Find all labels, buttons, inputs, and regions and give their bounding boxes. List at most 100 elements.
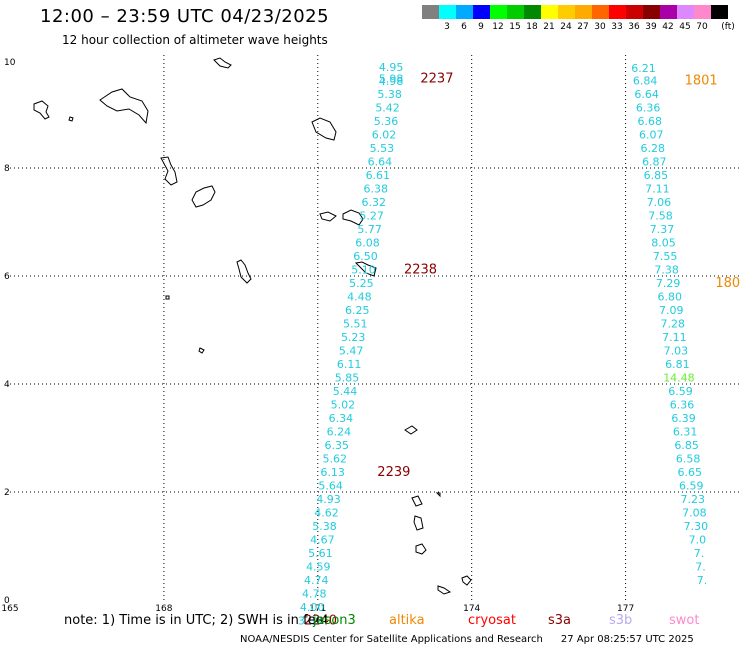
- wave-height-value: 6.32: [361, 196, 386, 209]
- wave-height-value: 3.89: [298, 614, 323, 627]
- wave-height-value: 6.25: [345, 304, 370, 317]
- legend-swatch: [592, 5, 609, 19]
- pass-time-label: 2239: [377, 465, 410, 480]
- satellite-label: swot: [669, 613, 700, 628]
- wave-height-value: 6.28: [641, 142, 666, 155]
- wave-height-value: 5.53: [370, 142, 395, 155]
- wave-height-value: 5.98: [379, 73, 404, 86]
- island-outline: [461, 575, 472, 586]
- wave-height-value: 7.11: [662, 331, 687, 344]
- wave-height-value: 7.0: [689, 533, 707, 546]
- wave-height-value: 5.38: [312, 520, 337, 533]
- wave-height-value: 6.81: [665, 358, 690, 371]
- pass-time-label: 1801: [685, 73, 718, 88]
- wave-height-value: 6.84: [633, 74, 658, 87]
- legend-swatch: [439, 5, 456, 19]
- island-outline: [437, 585, 452, 595]
- wave-height-value: 4.78: [302, 587, 327, 600]
- satellite-label: s3b: [609, 613, 633, 628]
- wave-height-value: 7.37: [650, 223, 675, 236]
- legend-unit: (ft): [721, 22, 735, 32]
- wave-height-value: 7.11: [645, 182, 670, 195]
- legend-label: 21: [543, 22, 555, 32]
- wave-height-value: 4.93: [316, 493, 341, 506]
- wave-height-value: 6.36: [670, 398, 695, 411]
- wave-height-value: 6.34: [329, 412, 354, 425]
- wave-height-value: 6.87: [642, 155, 667, 168]
- wave-height-value: 7.: [697, 574, 708, 587]
- wave-height-value: 5.61: [308, 547, 333, 560]
- legend-swatch: [490, 5, 507, 19]
- wave-height-value: 6.08: [355, 236, 380, 249]
- wave-height-value: 7.30: [684, 520, 709, 533]
- island-outline: [99, 88, 149, 125]
- pass-time-labels: 2237 2238 2239 2240 1801 1800: [304, 72, 740, 629]
- wave-height-value: 6.13: [320, 466, 345, 479]
- wave-height-value: 4.59: [306, 560, 331, 573]
- wave-height-value: 4.62: [314, 506, 339, 519]
- wave-height-value: 7.06: [647, 196, 672, 209]
- legend-label: 39: [645, 22, 657, 32]
- legend-swatch: [660, 5, 677, 19]
- wave-height-value: 6.64: [634, 88, 659, 101]
- credit-line: NOAA/NESDIS Center for Satellite Applica…: [240, 634, 694, 645]
- footer-note: note: 1) Time is in UTC; 2) SWH is in fe…: [64, 613, 329, 628]
- wave-height-value: 6.38: [364, 182, 389, 195]
- wave-height-value: 6.61: [366, 169, 391, 182]
- y-tick-label: 0: [4, 596, 10, 606]
- wave-height-value: 4.67: [310, 533, 335, 546]
- wave-height-value: 6.07: [639, 128, 664, 141]
- wave-height-value: 5.64: [318, 479, 343, 492]
- wave-height-value: 4.74: [304, 574, 329, 587]
- chart-subtitle: 12 hour collection of altimeter wave hei…: [62, 33, 328, 47]
- x-tick-label: 168: [155, 604, 172, 614]
- island-outline: [311, 117, 337, 141]
- wave-height-value: 6.65: [677, 466, 702, 479]
- legend-swatch: [694, 5, 711, 19]
- legend-label: 27: [577, 22, 589, 32]
- legend-label: 30: [594, 22, 606, 32]
- satellite-label: altika: [389, 613, 425, 628]
- legend-swatch: [558, 5, 575, 19]
- legend-label: 70: [696, 22, 708, 32]
- wave-height-value: 7.03: [664, 344, 689, 357]
- island-outline: [33, 100, 50, 120]
- wave-height-value: 6.24: [327, 425, 352, 438]
- wave-height-value: 6.59: [679, 479, 704, 492]
- island-outline: [435, 492, 441, 498]
- wave-height-value: 5.51: [343, 317, 368, 330]
- wave-height-value: 7.: [695, 560, 706, 573]
- wave-height-value: 6.68: [637, 115, 662, 128]
- legend-label: 24: [560, 22, 572, 32]
- legend-label: 42: [662, 22, 674, 32]
- island-outline: [213, 57, 232, 69]
- wave-height-value: 7.28: [661, 317, 686, 330]
- wave-height-value: 5.23: [341, 331, 366, 344]
- wave-height-value: 6.59: [668, 385, 693, 398]
- x-tick-label: 174: [463, 604, 480, 614]
- satellite-label: jason3: [313, 613, 356, 628]
- island-outline: [415, 543, 427, 555]
- legend-swatch: [422, 5, 439, 19]
- wave-height-value: 6.64: [368, 155, 393, 168]
- x-tick-label: 165: [1, 604, 18, 614]
- wave-height-value: 6.35: [325, 439, 350, 452]
- wave-height-value: 5.36: [374, 115, 399, 128]
- y-tick-label: 2: [4, 488, 10, 498]
- island-outline: [354, 261, 377, 277]
- coastlines: [33, 57, 472, 595]
- wave-height-value: 8.05: [651, 236, 676, 249]
- wave-height-value: 7.: [694, 547, 705, 560]
- wave-height-value: 7.23: [681, 493, 706, 506]
- wave-height-value: 5.62: [322, 452, 347, 465]
- wave-height-value: 7.38: [654, 263, 679, 276]
- wave-height-value: 6.85: [674, 439, 699, 452]
- legend-label: 9: [478, 22, 484, 32]
- chart-title: 12:00 – 23:59 UTC 04/23/2025: [40, 6, 330, 27]
- credit-text: NOAA/NESDIS Center for Satellite Applica…: [240, 634, 543, 645]
- legend-swatch: [677, 5, 694, 19]
- legend-label: 12: [492, 22, 504, 32]
- wave-height-value: 7.09: [659, 304, 684, 317]
- wave-height-value: 6.21: [631, 62, 656, 75]
- x-tick-label: 171: [309, 604, 326, 614]
